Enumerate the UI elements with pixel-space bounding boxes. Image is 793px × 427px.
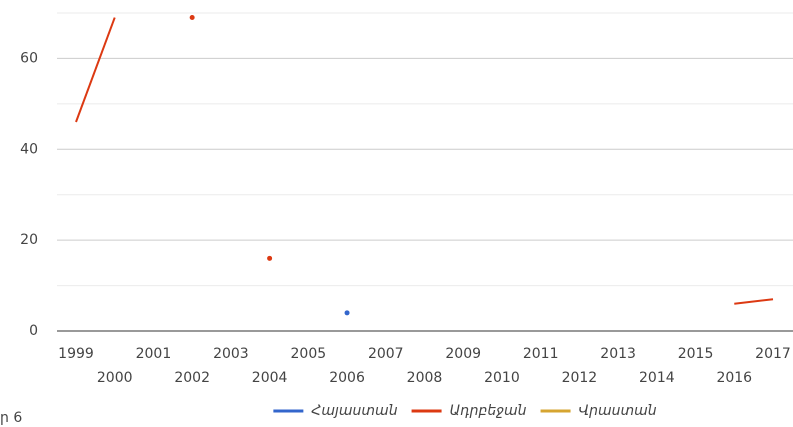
- x-tick-label: 2015: [678, 346, 714, 362]
- x-tick-label: 2014: [639, 370, 675, 386]
- line: [734, 298, 774, 305]
- x-tick-label: 2013: [600, 346, 636, 362]
- point: [344, 310, 350, 316]
- x-tick-label: 2006: [329, 370, 365, 386]
- x-tick-label: 2008: [407, 370, 443, 386]
- legend-label: Հայաստան: [311, 403, 397, 419]
- x-tick-label: 2010: [484, 370, 520, 386]
- x-tick-label: 2007: [368, 346, 404, 362]
- x-tick-label: 2012: [562, 370, 598, 386]
- cropped-label: ր 6: [0, 410, 22, 426]
- x-tick-label: 2017: [755, 346, 791, 362]
- y-tick-label: 40: [20, 141, 38, 157]
- x-tick-label: 2004: [252, 370, 288, 386]
- x-tick-label: 2016: [716, 370, 752, 386]
- x-tick-label: 2001: [136, 346, 172, 362]
- y-tick-label: 60: [20, 50, 38, 66]
- legend-label: Ադրբեջան: [450, 403, 527, 419]
- point: [267, 255, 273, 261]
- y-tick-label: 20: [20, 232, 38, 248]
- x-tick-label: 2003: [213, 346, 249, 362]
- y-tick-label: 0: [29, 323, 38, 339]
- x-tick-label: 2005: [291, 346, 327, 362]
- x-tick-label: 2011: [523, 346, 559, 362]
- x-tick-label: 2000: [97, 370, 133, 386]
- line: [75, 17, 116, 123]
- point: [189, 15, 195, 21]
- x-tick-label: 1999: [58, 346, 94, 362]
- legend-label: Վրաստան: [579, 403, 657, 419]
- x-tick-label: 2002: [174, 370, 210, 386]
- x-tick-label: 2009: [445, 346, 481, 362]
